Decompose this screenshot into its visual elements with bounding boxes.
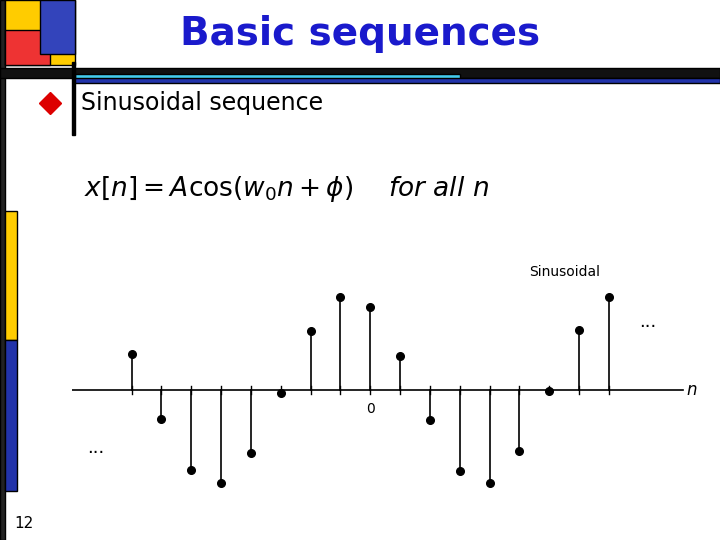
Text: Sinusoidal: Sinusoidal xyxy=(528,265,600,279)
Text: Sinusoidal sequence: Sinusoidal sequence xyxy=(81,91,323,114)
Text: Basic sequences: Basic sequences xyxy=(180,15,540,53)
Text: 12: 12 xyxy=(14,516,34,531)
Text: ...: ... xyxy=(639,313,656,331)
Text: $n$: $n$ xyxy=(686,381,698,399)
Text: ...: ... xyxy=(87,439,104,457)
Text: 0: 0 xyxy=(366,402,374,416)
Text: $x[n] = A\cos(w_0n+\phi)$: $x[n] = A\cos(w_0n+\phi)$ xyxy=(84,174,354,204)
Text: $\mathit{for\ all\ n}$: $\mathit{for\ all\ n}$ xyxy=(388,176,490,202)
